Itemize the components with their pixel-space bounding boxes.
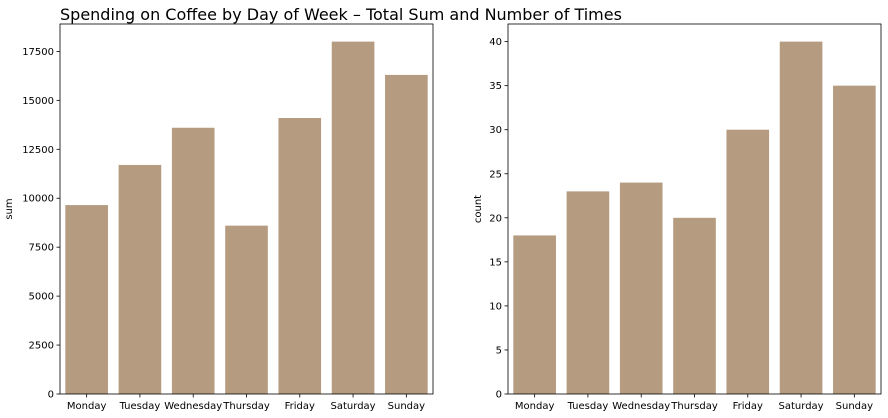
count-ytick-label: 5	[496, 345, 502, 356]
sum-bar-wednesday	[171, 127, 215, 394]
count-xtick-label: Friday	[733, 401, 763, 412]
sum-ytick-label: 7500	[29, 243, 54, 254]
sum-bar-saturday	[331, 41, 375, 395]
sum-xtick-label: Thursday	[222, 401, 270, 412]
count-xtick-label: Thursday	[670, 401, 718, 412]
sum-bar-tuesday	[118, 164, 162, 394]
count-bar-thursday	[673, 217, 716, 394]
sum-xtick-label: Wednesday	[164, 401, 222, 412]
count-ytick-label: 15	[489, 257, 502, 268]
count-xtick-label: Sunday	[836, 401, 873, 412]
count-chart-panel: 0 5 10 15 20 25 30 35 40 Monday Tuesday Wednesday Th…	[473, 23, 882, 412]
count-ytick-label: 25	[489, 169, 502, 180]
count-bar-tuesday	[566, 191, 610, 394]
count-ytick-label: 30	[489, 125, 502, 136]
count-ylabel: count	[473, 195, 484, 223]
count-bar-monday	[513, 235, 556, 394]
sum-ytick-label: 15000	[22, 96, 54, 107]
count-xtick-label: Tuesday	[567, 401, 609, 412]
count-bar-sunday	[833, 85, 876, 395]
count-ytick-label: 10	[489, 301, 502, 312]
sum-bar-friday	[278, 117, 322, 394]
sum-bar-sunday	[385, 74, 428, 395]
count-bar-saturday	[779, 41, 823, 395]
sum-ytick-label: 2500	[29, 341, 54, 352]
sum-xtick-label: Saturday	[331, 401, 376, 412]
sum-bar-monday	[65, 205, 108, 394]
count-ytick-label: 20	[489, 213, 502, 224]
sum-chart-panel: 0 2500 5000 7500 10000 12500 15000 17500 Monday T…	[4, 23, 434, 412]
count-xtick-label: Wednesday	[612, 401, 670, 412]
count-bar-wednesday	[619, 182, 663, 394]
sum-bar-thursday	[225, 225, 268, 394]
sum-ytick-label: 0	[48, 390, 54, 401]
count-bar-friday	[726, 129, 770, 394]
count-ytick-label: 35	[489, 81, 502, 92]
sum-xtick-label: Friday	[285, 401, 315, 412]
sum-ylabel: sum	[4, 198, 15, 219]
sum-ytick-label: 10000	[22, 194, 54, 205]
sum-ytick-label: 5000	[29, 292, 54, 303]
sum-ytick-label: 17500	[22, 47, 54, 58]
count-ytick-label: 40	[489, 37, 502, 48]
sum-xtick-label: Sunday	[388, 401, 425, 412]
count-xtick-label: Monday	[515, 401, 555, 412]
count-xtick-label: Saturday	[779, 401, 824, 412]
count-ytick-label: 0	[496, 390, 502, 401]
sum-xtick-label: Monday	[67, 401, 107, 412]
chart-title: Spending on Coffee by Day of Week – Tota…	[60, 5, 622, 24]
sum-ytick-label: 12500	[22, 145, 54, 156]
sum-xtick-label: Tuesday	[119, 401, 161, 412]
